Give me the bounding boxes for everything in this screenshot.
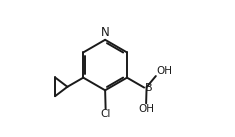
Text: N: N — [101, 26, 110, 39]
Text: OH: OH — [138, 104, 154, 114]
Text: Cl: Cl — [100, 109, 111, 119]
Text: B: B — [145, 83, 152, 93]
Text: OH: OH — [156, 66, 172, 76]
